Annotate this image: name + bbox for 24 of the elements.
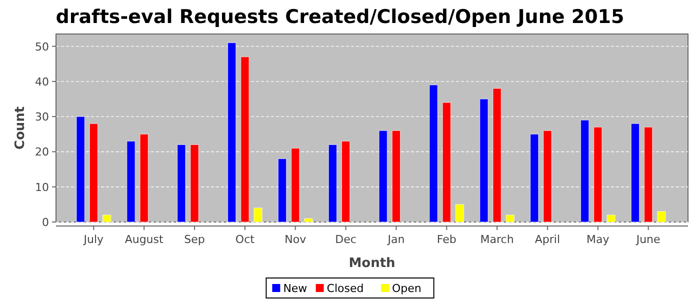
x-tick-label: April: [534, 233, 560, 246]
legend-label: New: [283, 282, 308, 295]
x-tick-label: July: [82, 233, 104, 246]
legend-label: Open: [392, 282, 422, 295]
x-tick-label: Dec: [335, 233, 356, 246]
x-tick-label: Jan: [386, 233, 405, 246]
y-tick-label: 0: [42, 216, 49, 229]
chart-title: drafts-eval Requests Created/Closed/Open June 2015: [56, 6, 624, 28]
y-tick-label: 20: [35, 146, 49, 159]
y-tick-label: 10: [35, 180, 49, 194]
x-tick-label: May: [586, 233, 610, 246]
x-tick-label: June: [635, 233, 661, 246]
y-tick-label: 40: [35, 75, 49, 88]
y-axis-title: Count: [13, 106, 28, 150]
x-tick-label: Sep: [184, 233, 205, 246]
legend-label: Closed: [326, 282, 364, 295]
y-tick-label: 30: [35, 110, 49, 124]
x-axis-title: Month: [348, 256, 396, 271]
y-tick-label: 50: [35, 40, 49, 54]
x-tick-label: August: [124, 233, 164, 246]
x-tick-label: March: [480, 233, 514, 246]
x-tick-label: Oct: [235, 233, 256, 246]
x-tick-label: Nov: [284, 233, 307, 246]
x-tick-label: Feb: [436, 233, 456, 246]
